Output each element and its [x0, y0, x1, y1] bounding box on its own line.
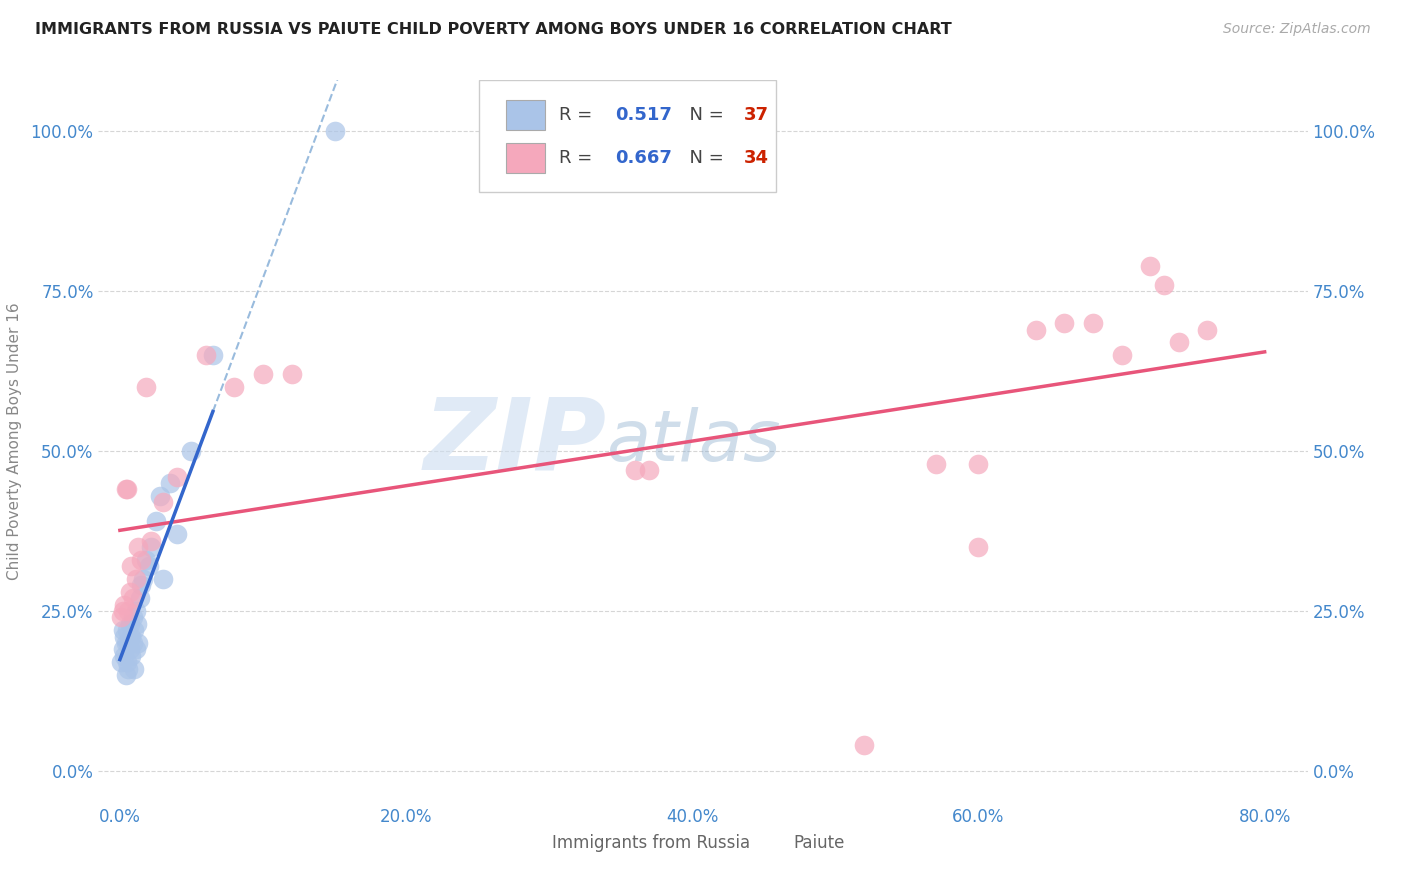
Point: [131, 553, 153, 567]
Point: [124, 642, 146, 657]
Point: [114, 636, 136, 650]
Text: 0.517: 0.517: [614, 106, 672, 124]
Point: [118, 584, 141, 599]
Point: [115, 655, 138, 669]
Text: R =: R =: [560, 106, 598, 124]
Point: [135, 380, 157, 394]
Point: [112, 630, 135, 644]
Point: [638, 463, 661, 477]
Circle shape: [763, 835, 787, 850]
Circle shape: [522, 835, 546, 850]
Point: [624, 463, 647, 477]
Point: [138, 559, 160, 574]
Point: [118, 642, 141, 657]
FancyBboxPatch shape: [479, 80, 776, 193]
Point: [121, 591, 143, 606]
Point: [118, 616, 141, 631]
Text: ZIP: ZIP: [423, 393, 606, 490]
Text: N =: N =: [678, 149, 730, 168]
Point: [112, 648, 135, 663]
Point: [121, 636, 143, 650]
Point: [1081, 316, 1104, 330]
Point: [127, 540, 149, 554]
Point: [1111, 348, 1133, 362]
Point: [112, 598, 135, 612]
Point: [122, 623, 145, 637]
Point: [124, 604, 146, 618]
Text: Paiute: Paiute: [793, 833, 845, 852]
Point: [120, 648, 142, 663]
Point: [115, 483, 138, 497]
Point: [1025, 323, 1047, 337]
Point: [111, 604, 134, 618]
Point: [166, 527, 188, 541]
Point: [125, 616, 148, 631]
Point: [1167, 335, 1189, 350]
Point: [1197, 323, 1219, 337]
Point: [180, 444, 202, 458]
Point: [120, 630, 142, 644]
Point: [149, 489, 172, 503]
Point: [114, 483, 136, 497]
Point: [117, 604, 139, 618]
Point: [120, 559, 142, 574]
Point: [252, 368, 274, 382]
Text: IMMIGRANTS FROM RUSSIA VS PAIUTE CHILD POVERTY AMONG BOYS UNDER 16 CORRELATION C: IMMIGRANTS FROM RUSSIA VS PAIUTE CHILD P…: [35, 22, 952, 37]
Point: [115, 623, 138, 637]
Point: [121, 610, 143, 624]
Point: [201, 348, 224, 362]
Point: [1053, 316, 1076, 330]
Point: [152, 572, 174, 586]
Point: [135, 553, 157, 567]
FancyBboxPatch shape: [506, 143, 544, 173]
Text: Immigrants from Russia: Immigrants from Russia: [551, 833, 749, 852]
Point: [166, 469, 188, 483]
Point: [159, 476, 181, 491]
Point: [967, 457, 990, 471]
Point: [1153, 277, 1175, 292]
Text: R =: R =: [560, 149, 598, 168]
Text: atlas: atlas: [606, 407, 780, 476]
Point: [152, 495, 174, 509]
Point: [145, 515, 167, 529]
Text: N =: N =: [678, 106, 730, 124]
Point: [194, 348, 217, 362]
Point: [122, 661, 145, 675]
Point: [110, 655, 132, 669]
Point: [967, 540, 990, 554]
Text: 37: 37: [744, 106, 769, 124]
Point: [110, 610, 132, 624]
Point: [852, 738, 875, 752]
Point: [127, 636, 149, 650]
Text: Source: ZipAtlas.com: Source: ZipAtlas.com: [1223, 22, 1371, 37]
Point: [224, 380, 246, 394]
Point: [280, 368, 302, 382]
Point: [111, 623, 134, 637]
Text: 0.667: 0.667: [614, 149, 672, 168]
Point: [117, 661, 139, 675]
Point: [323, 124, 346, 138]
Point: [111, 642, 134, 657]
Point: [131, 578, 153, 592]
Point: [129, 591, 152, 606]
Text: 34: 34: [744, 149, 769, 168]
Point: [924, 457, 946, 471]
FancyBboxPatch shape: [506, 100, 544, 130]
Point: [124, 572, 146, 586]
Y-axis label: Child Poverty Among Boys Under 16: Child Poverty Among Boys Under 16: [7, 302, 22, 581]
Point: [114, 668, 136, 682]
Point: [132, 572, 155, 586]
Point: [141, 540, 163, 554]
Point: [1139, 259, 1161, 273]
Point: [117, 636, 139, 650]
Point: [141, 533, 163, 548]
